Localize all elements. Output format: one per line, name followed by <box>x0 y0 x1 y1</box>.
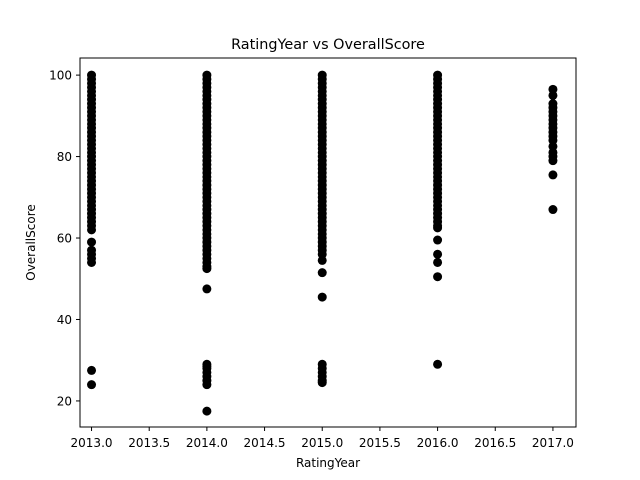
data-point <box>87 380 97 390</box>
data-point <box>548 205 558 215</box>
x-tick-label: 2015.5 <box>359 436 401 450</box>
plot-frame <box>79 57 577 428</box>
x-tick-label: 2013.0 <box>71 436 113 450</box>
data-point <box>87 225 97 235</box>
x-axis-label: RatingYear <box>296 456 360 470</box>
data-point <box>317 268 327 278</box>
data-point <box>317 378 327 388</box>
data-point <box>548 156 558 166</box>
data-point <box>433 257 443 267</box>
x-tick-label: 2017.0 <box>532 436 574 450</box>
data-point <box>87 237 97 247</box>
x-tick-label: 2016.5 <box>474 436 516 450</box>
data-point <box>87 365 97 375</box>
y-tick-label: 80 <box>57 150 72 164</box>
y-tick-label: 20 <box>57 394 72 408</box>
data-point <box>548 90 558 100</box>
data-point <box>317 255 327 265</box>
data-point <box>202 406 212 416</box>
x-tick-label: 2015.0 <box>301 436 343 450</box>
chart-title: RatingYear vs OverallScore <box>231 37 425 53</box>
data-point <box>433 272 443 282</box>
data-point <box>433 223 443 233</box>
x-tick-label: 2013.5 <box>128 436 170 450</box>
data-point <box>202 264 212 274</box>
x-tick-label: 2014.5 <box>244 436 286 450</box>
y-tick-label: 40 <box>57 313 72 327</box>
data-point <box>317 292 327 302</box>
x-tick-label: 2014.0 <box>186 436 228 450</box>
data-point <box>433 235 443 245</box>
data-point <box>548 170 558 180</box>
data-point <box>87 257 97 267</box>
x-axis: 2013.0 2013.5 2014.0 2014.5 2015.0 2015.5 2016… <box>71 427 574 450</box>
data-point <box>202 380 212 390</box>
data-point <box>433 249 443 259</box>
points-layer <box>87 70 558 416</box>
x-tick-label: 2016.0 <box>417 436 459 450</box>
data-point <box>433 359 443 369</box>
y-tick-label: 60 <box>57 232 72 246</box>
y-tick-label: 100 <box>49 69 72 83</box>
data-point <box>202 284 212 294</box>
y-axis-label: OverallScore <box>24 204 38 281</box>
y-axis: 20 40 60 80 100 <box>49 69 80 408</box>
